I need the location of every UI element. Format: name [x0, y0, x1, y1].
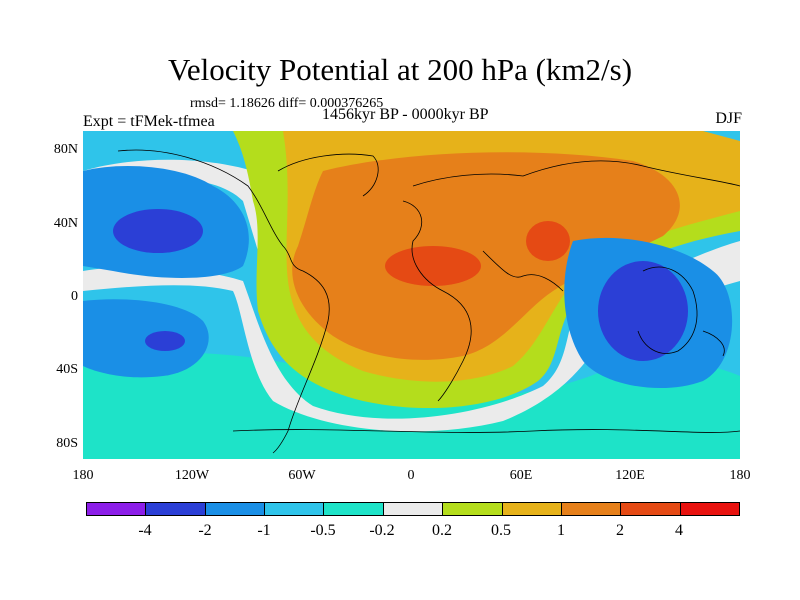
lon-label-0: 0: [407, 468, 415, 483]
colorbar-swatch: [621, 503, 681, 515]
lat-label-eq: 0: [71, 289, 78, 304]
colorbar-swatch: [680, 503, 739, 515]
colorbar-label-1: 1: [557, 522, 565, 539]
lon-label-180e: 180: [729, 468, 751, 483]
colorbar-swatch: [502, 503, 562, 515]
lon-label-180w: 180: [72, 468, 94, 483]
lat-label-80n: 80N: [53, 142, 78, 157]
colorbar-swatch: [383, 503, 444, 515]
colorbar-label-neg1: -1: [257, 522, 271, 539]
colorbar-label-02: 0.2: [432, 522, 452, 539]
experiment-label: Expt = tFMek-tfmea: [83, 113, 215, 130]
lon-label-120w: 120W: [174, 468, 210, 483]
chart-title: Velocity Potential at 200 hPa (km2/s): [167, 52, 633, 87]
colorbar-label-neg05: -0.5: [310, 522, 336, 539]
colorbar-label-05: 0.5: [491, 522, 511, 539]
season-label: DJF: [715, 110, 742, 127]
field-neutral-north: [83, 159, 275, 251]
colorbar-swatch: [561, 503, 622, 515]
velocity-potential-map: [83, 131, 740, 459]
lat-label-80s: 80S: [56, 436, 78, 451]
colorbar-label-neg02: -0.2: [369, 522, 395, 539]
colorbar-swatch: [205, 503, 266, 515]
colorbar-swatch: [324, 503, 384, 515]
lat-label-40n: 40N: [53, 216, 78, 231]
colorbar-swatch: [87, 503, 147, 515]
lat-label-40s: 40S: [56, 362, 78, 377]
colorbar: [86, 502, 740, 516]
field-core-africa: [385, 246, 481, 286]
lon-label-120e: 120E: [615, 468, 645, 483]
colorbar-label-4: 4: [675, 522, 683, 539]
coastlines: [117, 149, 740, 454]
field-pacific-core: [113, 209, 203, 253]
stats-text: rmsd= 1.18626 diff= 0.000376265: [190, 96, 384, 111]
colorbar-label-2: 2: [616, 522, 624, 539]
colorbar-swatch: [443, 503, 503, 515]
field-positive: [292, 152, 680, 360]
period-text: 1456kyr BP - 0000kyr BP: [322, 106, 489, 123]
field-core-arabia: [526, 221, 570, 261]
colorbar-swatch: [265, 503, 325, 515]
lon-label-60e: 60E: [509, 468, 533, 483]
colorbar-label-neg2: -2: [198, 522, 212, 539]
colorbar-label-neg4: -4: [138, 522, 152, 539]
field-indonesia-core: [598, 261, 688, 361]
lon-label-60w: 60W: [288, 468, 316, 483]
field-south-pacific-core: [145, 331, 185, 351]
colorbar-swatch: [146, 503, 206, 515]
map-panel: [83, 131, 740, 459]
